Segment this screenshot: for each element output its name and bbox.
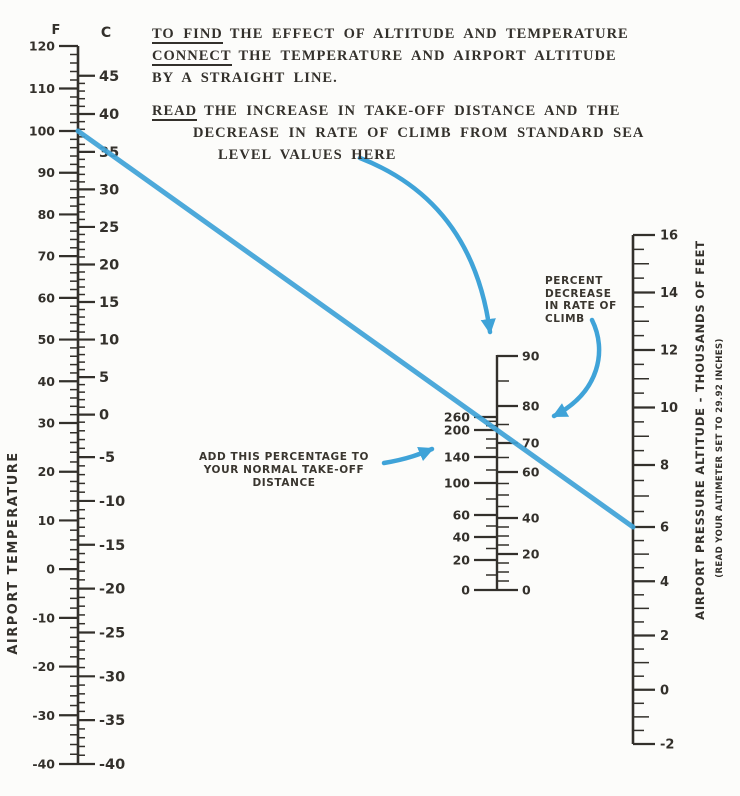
tick-label: 8 bbox=[660, 459, 669, 474]
tick-label: 0 bbox=[46, 562, 55, 577]
tick-label: C bbox=[101, 25, 111, 41]
tick-label: -5 bbox=[99, 450, 115, 466]
example-line bbox=[75, 128, 636, 530]
annotation-text: YOUR NORMAL TAKE-OFF DISTANCE bbox=[203, 464, 365, 489]
tick-label: 40 bbox=[99, 107, 119, 123]
instruction-line: LEVEL VALUES HERE bbox=[218, 147, 396, 164]
tick-label: 120 bbox=[29, 39, 55, 54]
tick-label: 20 bbox=[38, 464, 56, 479]
tick-label: -10 bbox=[99, 494, 125, 510]
instruction-text: THE EFFECT OF ALTITUDE AND TEMPERATURE bbox=[229, 26, 629, 42]
tick-label: 40 bbox=[522, 511, 540, 526]
tick-label: 100 bbox=[444, 476, 470, 491]
tick-label: 40 bbox=[38, 374, 56, 389]
tick-label: 70 bbox=[38, 249, 56, 264]
instruction-line: CONNECT THE TEMPERATURE AND AIRPORT ALTIT… bbox=[152, 48, 617, 66]
annotation-text: CLIMB bbox=[545, 312, 585, 325]
tick-label: 20 bbox=[522, 547, 540, 562]
tick-label: 5 bbox=[99, 370, 109, 386]
takeoff-distance-annotation: ADD THIS PERCENTAGE TO YOUR NORMAL TAKE-… bbox=[178, 451, 390, 490]
tick-label: 15 bbox=[99, 295, 119, 311]
tick-label: (READ YOUR ALTIMETER SET TO 29.92 INCHES… bbox=[715, 338, 725, 578]
instruction-line: BY A STRAIGHT LINE. bbox=[152, 70, 338, 87]
underlined-keyword: READ bbox=[152, 103, 198, 121]
tick-label: 60 bbox=[38, 290, 56, 305]
tick-label: 16 bbox=[660, 229, 678, 244]
tick-label: -30 bbox=[32, 708, 55, 723]
tick-label: 20 bbox=[99, 257, 119, 273]
tick-label: 2 bbox=[660, 629, 669, 644]
temperature-scale: F C1201101009080706050403020100-10-20-30-… bbox=[6, 23, 125, 773]
annotation-text: PERCENT bbox=[545, 275, 603, 287]
takeoff-distance-arrow bbox=[381, 446, 435, 466]
tick-label: 30 bbox=[99, 182, 119, 198]
tick-label: 0 bbox=[522, 583, 531, 598]
tick-label: 10 bbox=[99, 333, 119, 349]
tick-label: 110 bbox=[29, 81, 55, 96]
annotation-text: DECREASE bbox=[545, 287, 612, 300]
tick-label: 70 bbox=[522, 436, 540, 451]
annotation-text: IN RATE OF bbox=[545, 300, 617, 312]
tick-label: -35 bbox=[99, 713, 125, 729]
tick-label: 140 bbox=[444, 450, 470, 465]
climb-rate-annotation: PERCENT DECREASE IN RATE OF CLIMB bbox=[545, 275, 617, 325]
tick-label: -40 bbox=[99, 757, 125, 773]
tick-label: 100 bbox=[29, 124, 55, 139]
tick-label: 0 bbox=[99, 408, 109, 424]
tick-label: 80 bbox=[38, 207, 56, 222]
tick-label: 40 bbox=[453, 530, 471, 545]
tick-label: 60 bbox=[453, 508, 471, 523]
tick-label: 0 bbox=[461, 583, 470, 598]
tick-label: 14 bbox=[660, 286, 678, 301]
tick-label: AIRPORT PRESSURE ALTITUDE - THOUSANDS OF… bbox=[693, 240, 707, 620]
tick-label: 30 bbox=[38, 416, 56, 431]
tick-label: 50 bbox=[38, 332, 56, 347]
tick-label: 60 bbox=[522, 465, 540, 480]
read-here-arrow bbox=[357, 155, 496, 335]
tick-label: -20 bbox=[32, 659, 55, 674]
instruction-line: DECREASE IN RATE OF CLIMB FROM STANDARD … bbox=[193, 125, 644, 142]
instruction-line: READ THE INCREASE IN TAKE-OFF DISTANCE AN… bbox=[152, 103, 621, 121]
tick-label: -10 bbox=[32, 610, 55, 625]
tick-label: -2 bbox=[660, 738, 674, 753]
tick-label: 80 bbox=[522, 399, 540, 414]
instruction-text: THE TEMPERATURE AND AIRPORT ALTITUDE bbox=[238, 48, 617, 64]
tick-label: 90 bbox=[522, 349, 540, 364]
tick-label: 10 bbox=[38, 513, 56, 528]
tick-label: 20 bbox=[453, 553, 471, 568]
tick-label: 4 bbox=[660, 575, 669, 590]
tick-label: 45 bbox=[99, 69, 119, 85]
tick-label: 200 bbox=[444, 423, 470, 438]
instruction-text: THE INCREASE IN TAKE-OFF DISTANCE AND TH… bbox=[204, 103, 621, 119]
annotation-text: ADD THIS PERCENTAGE TO bbox=[198, 451, 370, 463]
instruction-text: LEVEL VALUES HERE bbox=[218, 147, 397, 163]
climb-rate-arrow bbox=[551, 317, 602, 419]
tick-label: AIRPORT TEMPERATURE bbox=[6, 451, 21, 654]
tick-label: 25 bbox=[99, 220, 119, 236]
instruction-line: TO FIND THE EFFECT OF ALTITUDE AND TEMPER… bbox=[152, 26, 629, 44]
underlined-keyword: TO FIND bbox=[152, 26, 223, 44]
underlined-keyword: CONNECT bbox=[152, 48, 232, 66]
tick-label: F bbox=[52, 23, 61, 38]
instruction-text: BY A STRAIGHT LINE. bbox=[152, 70, 338, 86]
tick-label: -40 bbox=[32, 757, 55, 772]
tick-label: -20 bbox=[99, 582, 125, 598]
tick-label: 10 bbox=[660, 401, 678, 416]
tick-label: 12 bbox=[660, 344, 678, 359]
instruction-text: DECREASE IN RATE OF CLIMB FROM STANDARD … bbox=[193, 125, 645, 141]
tick-label: -30 bbox=[99, 669, 125, 685]
tick-label: 260 bbox=[444, 410, 470, 425]
altitude-scale: 16 14 12 10 8 6 4 2 0 -2 AIRPORT PRESSURE ALTITUDE… bbox=[631, 229, 725, 753]
tick-label: 6 bbox=[660, 521, 669, 536]
tick-label: -15 bbox=[99, 538, 125, 554]
tick-label: -25 bbox=[99, 625, 125, 641]
tick-label: 0 bbox=[660, 683, 669, 698]
tick-label: 90 bbox=[38, 165, 56, 180]
